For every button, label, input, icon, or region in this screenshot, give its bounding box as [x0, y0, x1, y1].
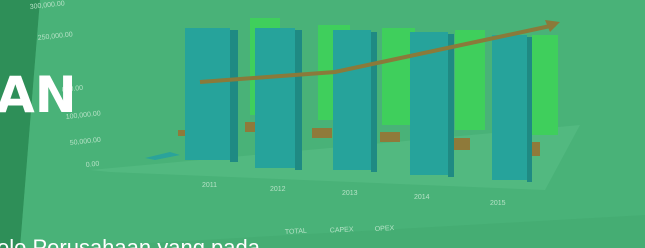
x-axis-label: 2011 [202, 182, 217, 189]
legend-entry: OPEX [375, 225, 395, 233]
x-axis-label: 2012 [270, 186, 286, 193]
x-axis-label: 2014 [414, 194, 430, 201]
body-fragment: olo Perusahaan yang pada [0, 235, 261, 248]
y-axis-label: 0.00 [85, 161, 99, 169]
banner: 300,000.00250,000.00000.00100,000.0050,0… [0, 0, 645, 248]
heading-fragment: AN [0, 66, 77, 124]
legend-entry: TOTAL [285, 228, 307, 236]
banner-art: 300,000.00250,000.00000.00100,000.0050,0… [0, 0, 645, 248]
x-axis-label: 2015 [490, 200, 506, 207]
x-axis-label: 2013 [342, 190, 358, 197]
legend-entry: CAPEX [330, 226, 354, 234]
